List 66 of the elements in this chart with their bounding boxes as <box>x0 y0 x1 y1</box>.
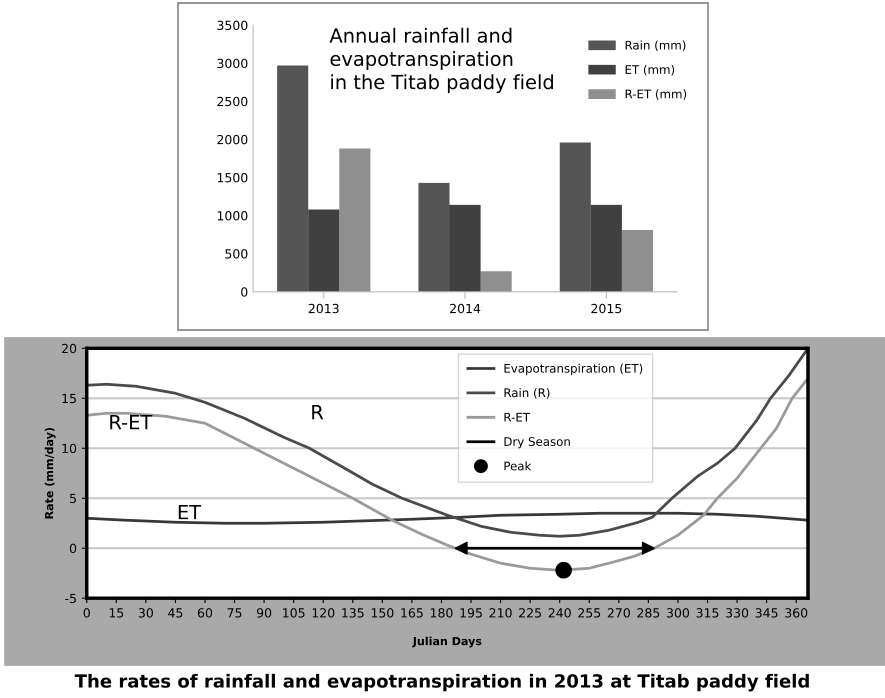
legend-label: R-ET <box>504 412 530 422</box>
y-tick-label: 500 <box>225 249 248 259</box>
x-tick-label: 270 <box>608 608 630 618</box>
x-tick-label: 255 <box>578 608 600 618</box>
legend-label: ET (mm) <box>626 64 674 76</box>
x-tick-label: 195 <box>460 608 482 618</box>
annotation: R-ET <box>110 415 152 430</box>
x-tick-label: 285 <box>637 608 660 618</box>
y-tick-label: 2500 <box>217 96 248 106</box>
bar <box>308 209 340 292</box>
x-tick-label: 105 <box>283 608 304 618</box>
x-tick-label: 120 <box>312 608 334 618</box>
x-axis-title: Julian Days <box>412 636 482 648</box>
x-tick-label: 60 <box>198 608 212 618</box>
y-tick-label: 3000 <box>217 58 248 68</box>
x-tick-label: 2015 <box>591 304 622 314</box>
y-tick-label: 0 <box>70 544 76 554</box>
bar <box>418 182 450 292</box>
y-tick-label: 0 <box>241 287 248 297</box>
y-tick-label: 10 <box>62 444 76 454</box>
text: The rates of rainfall and evapotranspiration in 2013 at Titab paddy field <box>74 674 809 692</box>
x-tick-label: 180 <box>430 608 453 618</box>
y-axis-title: Rate (mm/day) <box>44 428 56 518</box>
x-tick-label: 15 <box>110 608 124 618</box>
y-tick-label: -5 <box>65 594 76 604</box>
x-tick-label: 150 <box>372 608 394 618</box>
x-tick-label: 345 <box>756 608 778 618</box>
x-tick-label: 300 <box>666 608 690 618</box>
x-tick-label: 360 <box>785 608 808 618</box>
x-tick-label: 90 <box>256 608 272 618</box>
legend-label: Peak <box>504 461 532 470</box>
bar <box>450 204 481 292</box>
legend-label: Evapotranspiration (ET) <box>504 364 642 376</box>
x-tick-label: 210 <box>490 608 512 618</box>
y-tick-label: 15 <box>62 394 76 404</box>
x-tick-label: 0 <box>84 608 90 618</box>
x-tick-label: 135 <box>342 608 364 618</box>
bar <box>480 271 512 292</box>
bar <box>590 204 622 292</box>
y-tick-label: 1000 <box>218 211 248 221</box>
x-tick-label: 225 <box>519 608 541 618</box>
x-tick-label: 330 <box>726 608 748 618</box>
bar <box>560 142 591 292</box>
y-tick-label: 2000 <box>217 134 248 144</box>
text: Annual rainfall and evapotranspiration in the Titab paddy field <box>330 28 553 94</box>
x-tick-label: 315 <box>696 608 718 618</box>
bar <box>277 66 308 292</box>
legend-label: Rain (mm) <box>626 40 686 51</box>
annotation: ET <box>178 505 202 520</box>
y-tick-label: 3500 <box>217 20 248 30</box>
x-tick-label: 2014 <box>450 304 480 314</box>
x-tick-label: 45 <box>168 608 182 618</box>
y-tick-label: 20 <box>62 344 76 354</box>
x-tick-label: 2013 <box>308 304 339 314</box>
x-tick-label: 75 <box>228 608 242 618</box>
bar <box>622 230 654 292</box>
x-tick-label: 165 <box>401 608 423 618</box>
y-tick-label: 5 <box>70 494 76 504</box>
y-tick-label: 1500 <box>218 172 248 182</box>
x-tick-label: 240 <box>548 608 571 618</box>
bar <box>339 148 370 292</box>
legend-label: R-ET (mm) <box>626 89 686 100</box>
annotation: R <box>312 405 324 420</box>
x-tick-label: 30 <box>138 608 153 618</box>
legend-label: Dry Season <box>504 437 570 448</box>
legend-label: Rain (R) <box>504 388 550 399</box>
